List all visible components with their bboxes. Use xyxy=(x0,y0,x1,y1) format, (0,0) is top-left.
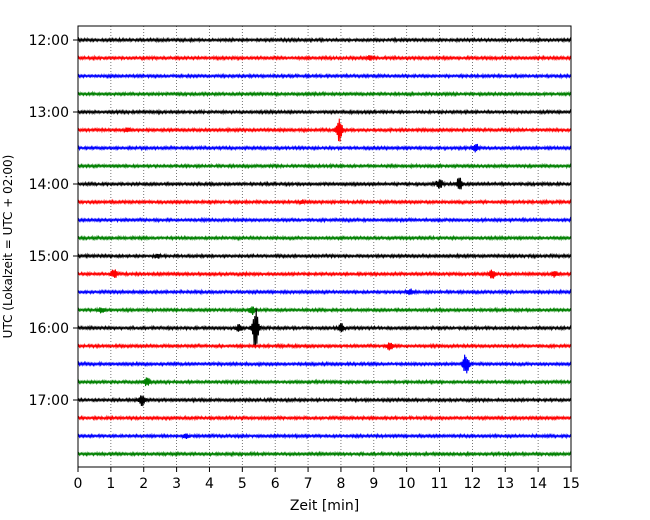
trace-row-1330 xyxy=(77,143,572,153)
trace-row-1615 xyxy=(77,342,572,351)
trace-row-1500 xyxy=(77,252,572,260)
x-axis-ticks: 0 1 2 3 4 5 6 7 8 9 10 11 12 13 14 15 xyxy=(74,467,580,492)
x-tick-label: 1 xyxy=(106,476,115,492)
trace-row-1600 xyxy=(77,308,572,346)
y-tick-label: 12:00 xyxy=(29,33,69,49)
trace-row-1730 xyxy=(77,432,572,440)
x-tick-label: 5 xyxy=(238,476,247,492)
x-tick-label: 13 xyxy=(496,476,514,492)
trace-row-1630 xyxy=(77,354,572,374)
y-tick-label: 17:00 xyxy=(29,393,69,409)
x-tick-label: 0 xyxy=(74,476,83,492)
x-tick-label: 15 xyxy=(562,476,580,492)
x-tick-label: 9 xyxy=(369,476,378,492)
trace-row-1345 xyxy=(77,162,572,170)
x-tick-label: 8 xyxy=(336,476,345,492)
x-tick-label: 7 xyxy=(304,476,313,492)
x-tick-label: 12 xyxy=(463,476,481,492)
plot-frame xyxy=(77,25,572,468)
seismic-traces xyxy=(77,36,572,458)
trace-row-1415 xyxy=(77,198,572,206)
y-tick-label: 13:00 xyxy=(29,105,69,121)
trace-row-1530 xyxy=(77,288,572,296)
trace-row-1515 xyxy=(77,269,572,279)
trace-row-1400 xyxy=(77,177,572,190)
trace-row-1230 xyxy=(77,72,572,80)
x-tick-label: 3 xyxy=(172,476,181,492)
trace-row-1200 xyxy=(77,36,572,44)
trace-row-1300 xyxy=(77,108,572,116)
x-tick-label: 14 xyxy=(529,476,547,492)
trace-row-1215 xyxy=(77,54,572,62)
trace-row-1545 xyxy=(77,306,572,316)
trace-row-1645 xyxy=(77,377,572,387)
y-tick-label: 14:00 xyxy=(29,177,69,193)
x-tick-label: 2 xyxy=(139,476,148,492)
trace-row-1715 xyxy=(77,414,572,422)
trace-row-1315 xyxy=(77,118,572,142)
trace-row-1700 xyxy=(77,395,572,407)
y-axis-label: UTC (Lokalzeit = UTC + 02:00) xyxy=(1,155,15,339)
y-tick-label: 16:00 xyxy=(29,321,69,337)
trace-row-1445 xyxy=(77,234,572,242)
y-tick-label: 15:00 xyxy=(29,249,69,265)
x-tick-label: 4 xyxy=(205,476,214,492)
x-tick-label: 6 xyxy=(271,476,280,492)
x-tick-label: 10 xyxy=(398,476,416,492)
trace-row-1745 xyxy=(77,450,572,458)
x-tick-label: 11 xyxy=(431,476,449,492)
trace-row-1245 xyxy=(77,90,572,98)
x-axis-label: Zeit [min] xyxy=(290,498,359,514)
y-axis-ticks: 12:00 13:00 14:00 15:00 16:00 17:00 xyxy=(29,33,78,409)
trace-row-1430 xyxy=(77,216,572,224)
